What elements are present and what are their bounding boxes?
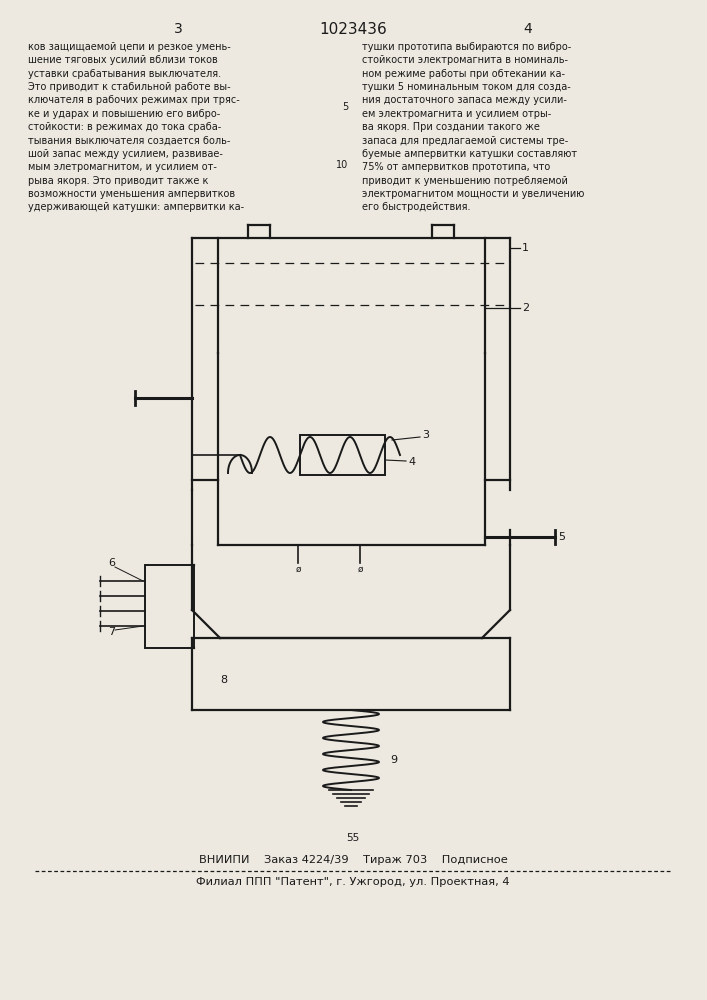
Text: ø: ø [296, 565, 300, 574]
Bar [145, 565, 194, 648]
Text: 3: 3 [422, 430, 429, 440]
Text: 2: 2 [522, 303, 529, 313]
Text: 1: 1 [522, 243, 529, 253]
Text: тушки прототипа выбираются по вибро-
стойкости электромагнита в номиналь-
ном ре: тушки прототипа выбираются по вибро- сто… [362, 42, 585, 212]
Text: 8: 8 [220, 675, 227, 685]
Text: 4: 4 [524, 22, 532, 36]
Text: 55: 55 [346, 833, 360, 843]
Text: 7: 7 [108, 627, 115, 637]
Text: ø: ø [357, 565, 363, 574]
Text: Филиал ППП "Патент", г. Ужгород, ул. Проектная, 4: Филиал ППП "Патент", г. Ужгород, ул. Про… [197, 877, 510, 887]
Text: 1023436: 1023436 [319, 22, 387, 37]
Text: 6: 6 [108, 558, 115, 568]
Text: ВНИИПИ    Заказ 4224/39    Тираж 703    Подписное: ВНИИПИ Заказ 4224/39 Тираж 703 Подписное [199, 855, 508, 865]
Text: 9: 9 [390, 755, 397, 765]
Text: 3: 3 [174, 22, 182, 36]
FancyBboxPatch shape [300, 435, 385, 475]
Text: ков защищаемой цепи и резкое умень-
шение тяговых усилий вблизи токов
уставки ср: ков защищаемой цепи и резкое умень- шени… [28, 42, 244, 212]
Text: 5: 5 [558, 532, 565, 542]
Text: 10: 10 [336, 160, 348, 170]
Text: 5: 5 [341, 102, 348, 112]
Text: 4: 4 [408, 457, 415, 467]
